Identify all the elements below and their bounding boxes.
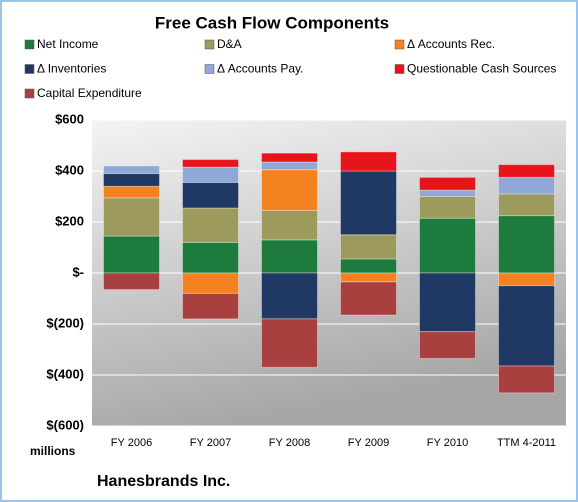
bar-segment bbox=[103, 173, 160, 187]
bar-segment bbox=[340, 272, 397, 283]
x-tick-label: FY 2006 bbox=[111, 437, 152, 449]
x-tick-label: FY 2010 bbox=[427, 437, 468, 449]
legend-swatch bbox=[24, 64, 35, 74]
y-tick-label: $(600) bbox=[46, 417, 84, 432]
bar-segment bbox=[498, 164, 555, 178]
bar-segment bbox=[103, 197, 160, 237]
legend-label: Capital Expenditure bbox=[37, 86, 142, 100]
bar-segment bbox=[340, 170, 397, 236]
x-tick-label: FY 2008 bbox=[269, 437, 310, 449]
bar-segment bbox=[261, 169, 318, 212]
legend-swatch bbox=[24, 88, 35, 99]
legend-label: Net Income bbox=[37, 37, 99, 51]
y-axis-label: millions bbox=[30, 444, 76, 458]
legend-label: D&A bbox=[217, 37, 242, 51]
y-tick-label: $- bbox=[72, 264, 84, 279]
bar-segment bbox=[340, 151, 397, 172]
bar-segment bbox=[419, 196, 476, 219]
y-tick-label: $(400) bbox=[46, 366, 84, 381]
bar-segment bbox=[498, 193, 555, 217]
y-tick-label: $600 bbox=[55, 111, 84, 126]
bar-segment bbox=[498, 272, 555, 287]
bar-segment bbox=[182, 181, 239, 209]
bar-segment bbox=[103, 185, 160, 199]
bar-segment bbox=[261, 272, 318, 320]
legend-label: Δ Accounts Rec. bbox=[407, 37, 495, 51]
y-tick-label: $400 bbox=[55, 162, 84, 177]
bar-segment bbox=[182, 207, 239, 243]
bar-segment bbox=[419, 331, 476, 359]
y-tick-label: $200 bbox=[55, 213, 84, 228]
footnote: Hanesbrands Inc. bbox=[97, 473, 230, 490]
legend-label: Δ Inventories bbox=[37, 62, 106, 76]
bar-segment bbox=[498, 285, 555, 367]
x-tick-label: FY 2009 bbox=[348, 437, 389, 449]
bar-segment bbox=[261, 161, 318, 171]
y-tick-label: $(200) bbox=[46, 315, 84, 330]
bar-segment bbox=[340, 258, 397, 274]
bar-segment bbox=[498, 215, 555, 274]
legend-label: Δ Accounts Pay. bbox=[217, 62, 304, 76]
bar-segment bbox=[182, 292, 239, 320]
bar-segment bbox=[103, 272, 160, 291]
legend-label: Questionable Cash Sources bbox=[407, 62, 556, 76]
legend-swatch bbox=[394, 64, 405, 74]
bar-segment bbox=[182, 241, 239, 274]
bar-segment bbox=[103, 165, 160, 175]
bar-segment bbox=[261, 318, 318, 368]
bar-segment bbox=[182, 272, 239, 294]
x-tick-label: TTM 4-2011 bbox=[497, 437, 556, 449]
bar-segment bbox=[340, 234, 397, 260]
bar-segment bbox=[261, 152, 318, 163]
legend-swatch bbox=[204, 64, 215, 74]
bar-segment bbox=[340, 281, 397, 316]
bar-segment bbox=[261, 210, 318, 241]
bar-segment bbox=[182, 159, 239, 168]
bar-segment bbox=[419, 189, 476, 197]
bar-segment bbox=[419, 217, 476, 274]
legend-swatch bbox=[24, 39, 35, 50]
bar-segment bbox=[103, 235, 160, 274]
x-tick-label: FY 2007 bbox=[190, 437, 231, 449]
bar-segment bbox=[419, 176, 476, 191]
bar-segment bbox=[498, 176, 555, 195]
legend-swatch bbox=[394, 39, 405, 50]
bar-segment bbox=[498, 365, 555, 394]
legend-swatch bbox=[204, 39, 215, 50]
bar-segment bbox=[261, 239, 318, 274]
chart-title: Free Cash Flow Components bbox=[155, 13, 389, 32]
bar-segment bbox=[182, 166, 239, 183]
bar-segment bbox=[419, 272, 476, 333]
